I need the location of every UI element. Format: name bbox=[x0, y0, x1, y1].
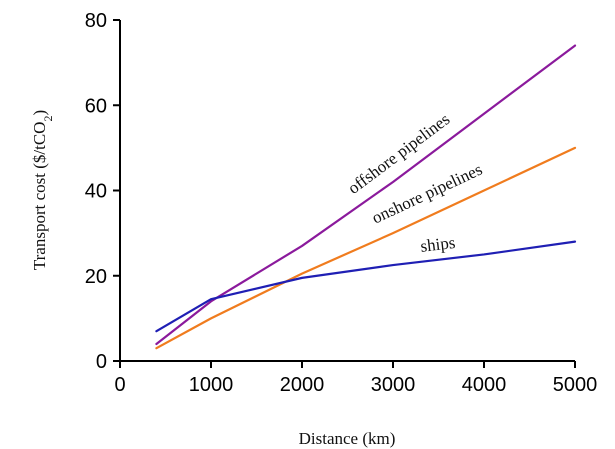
y-tick-label: 40 bbox=[85, 181, 107, 203]
series-line-ships bbox=[155, 240, 577, 333]
series-lines bbox=[155, 44, 577, 350]
x-axis-title: Distance (km) bbox=[299, 429, 396, 448]
axes bbox=[119, 20, 575, 362]
series-line-offshore-pipelines bbox=[155, 44, 577, 346]
x-tick-label: 3000 bbox=[371, 374, 416, 396]
series-label-ships: ships bbox=[419, 233, 456, 256]
x-tick-label: 4000 bbox=[462, 374, 507, 396]
y-axis-title-subscript: 2 bbox=[41, 116, 55, 122]
x-tick-label: 2000 bbox=[280, 374, 325, 396]
y-tick-label: 80 bbox=[85, 10, 107, 32]
x-tick-label: 1000 bbox=[189, 374, 234, 396]
y-tick-label: 60 bbox=[85, 95, 107, 117]
y-tick-label: 20 bbox=[85, 266, 107, 288]
x-tick-label: 5000 bbox=[553, 374, 598, 396]
y-axis-title-main: Transport cost ($/tCO bbox=[30, 122, 49, 271]
y-tick-label: 0 bbox=[96, 351, 107, 373]
x-axis-ticks: 0 1000 2000 3000 4000 5000 bbox=[114, 361, 597, 396]
y-axis-ticks: 0 20 40 60 80 bbox=[85, 10, 120, 373]
series-line-onshore-pipelines bbox=[155, 146, 577, 350]
x-tick-label: 0 bbox=[114, 374, 125, 396]
y-axis-title-end: ) bbox=[30, 110, 49, 116]
y-axis-title: Transport cost ($/tCO2) bbox=[30, 110, 55, 270]
